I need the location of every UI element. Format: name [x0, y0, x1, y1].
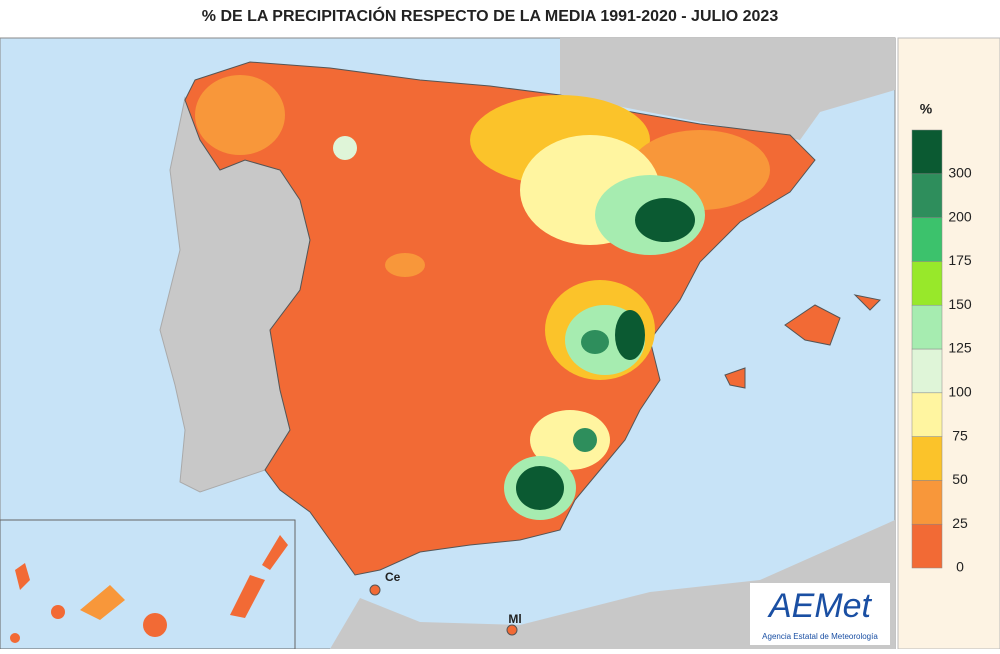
- legend-swatch: [911, 436, 943, 481]
- legend-swatch: [911, 173, 943, 218]
- ibiza: [724, 367, 746, 389]
- legend-tick-label: 300: [948, 165, 972, 181]
- precipitation-areas: [195, 75, 770, 520]
- legend-tick-label: 175: [948, 252, 972, 268]
- melilla: [506, 624, 518, 636]
- legend-tick-label: 100: [948, 384, 972, 400]
- legend-swatch: [911, 348, 943, 394]
- france: [560, 38, 895, 140]
- legend-tick-label: 200: [948, 208, 972, 224]
- legend: 0 25 50 75 100 125 150 175 200 300: [911, 129, 972, 575]
- logo-caption: Agencia Estatal de Meteorología: [762, 632, 878, 641]
- legend-unit: %: [920, 101, 933, 117]
- menorca: [853, 294, 882, 311]
- legend-swatch: [911, 304, 943, 350]
- ceuta: [369, 584, 381, 596]
- legend-tick-label: 0: [956, 559, 964, 575]
- legend-swatch: [911, 217, 943, 262]
- place-label: Ce: [385, 570, 401, 584]
- legend-swatch: [911, 523, 943, 569]
- legend-tick-label: 75: [952, 427, 968, 443]
- legend-tick-label: 50: [952, 471, 968, 487]
- canary-inset: [0, 519, 296, 650]
- mallorca: [784, 304, 841, 346]
- map: Ce Ml AEMet Agencia Estatal de Meteorolo…: [0, 37, 896, 650]
- legend-swatch: [911, 129, 943, 175]
- legend-tick-label: 150: [948, 296, 972, 312]
- legend-swatch: [911, 392, 943, 437]
- logo-name: AEMet: [767, 587, 873, 625]
- place-label: Ml: [508, 612, 521, 626]
- title: % DE LA PRECIPITACIÓN RESPECTO DE LA MED…: [202, 6, 779, 25]
- legend-swatch: [911, 480, 943, 525]
- legend-swatch: [911, 261, 943, 306]
- legend-tick-label: 25: [952, 515, 968, 531]
- legend-tick-label: 125: [948, 340, 972, 356]
- logo: AEMet Agencia Estatal de Meteorología: [750, 583, 890, 645]
